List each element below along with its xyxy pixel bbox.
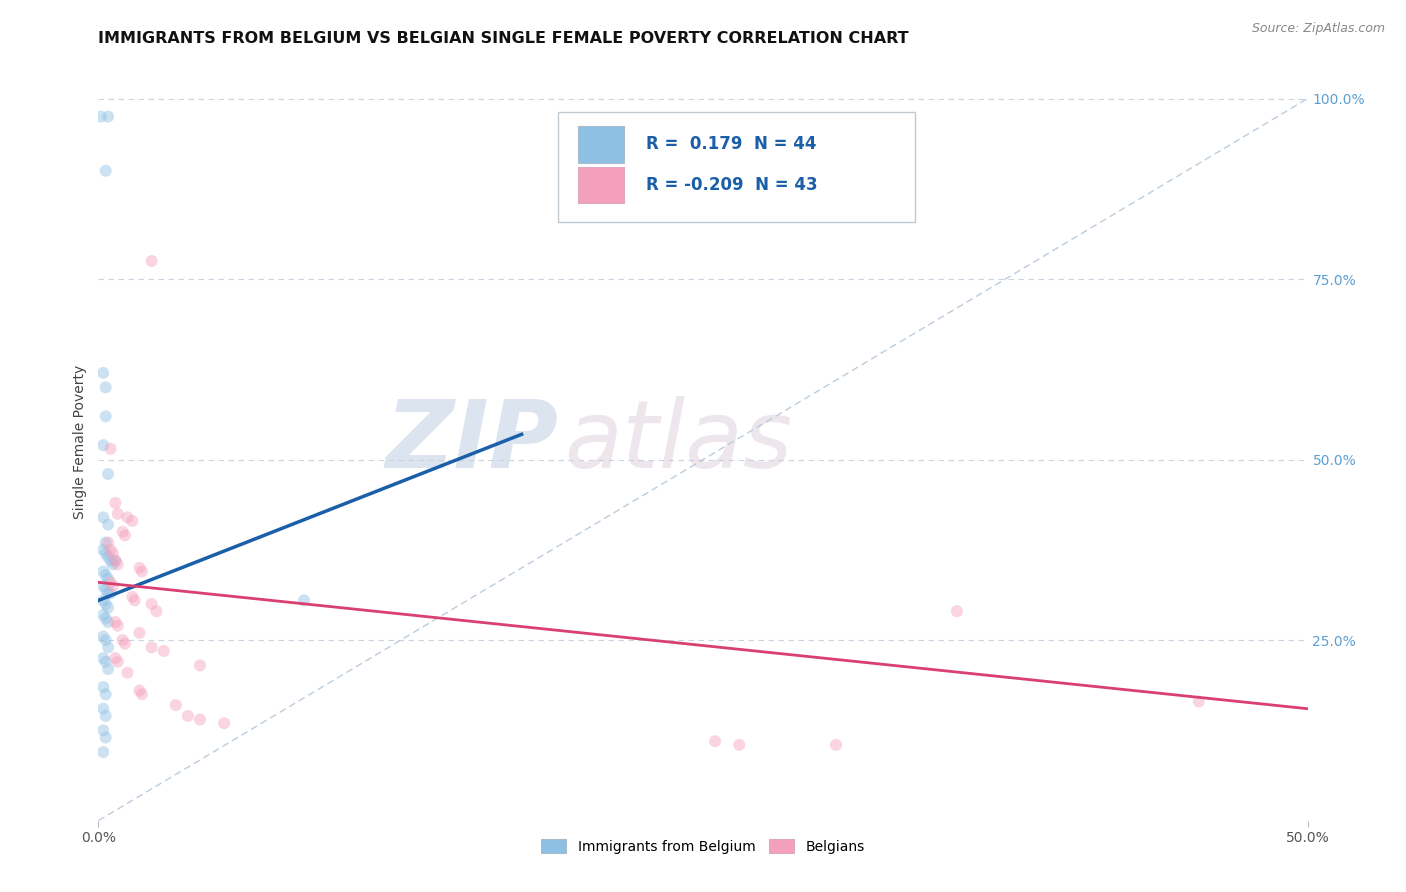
Point bbox=[91, 593, 114, 607]
Point bbox=[145, 604, 167, 618]
Point bbox=[107, 507, 129, 521]
Point bbox=[107, 618, 129, 632]
Point bbox=[188, 713, 211, 727]
Point bbox=[97, 535, 120, 549]
Point bbox=[107, 558, 129, 572]
Point bbox=[704, 734, 727, 748]
Point bbox=[91, 680, 114, 694]
Point bbox=[177, 709, 200, 723]
Point bbox=[94, 380, 117, 394]
Point bbox=[97, 600, 120, 615]
Point bbox=[117, 665, 139, 680]
Point bbox=[111, 524, 134, 539]
Point bbox=[131, 687, 153, 701]
FancyBboxPatch shape bbox=[578, 126, 624, 162]
Y-axis label: Single Female Poverty: Single Female Poverty bbox=[73, 365, 87, 518]
Point bbox=[212, 716, 235, 731]
Point bbox=[141, 597, 163, 611]
Point bbox=[91, 702, 114, 716]
Point bbox=[97, 615, 120, 629]
Point bbox=[114, 637, 136, 651]
Point bbox=[97, 572, 120, 586]
Point bbox=[100, 586, 122, 600]
Point bbox=[121, 590, 143, 604]
Point bbox=[100, 442, 122, 456]
Point bbox=[94, 163, 117, 178]
Point bbox=[728, 738, 751, 752]
Point bbox=[91, 607, 114, 622]
Point bbox=[124, 593, 146, 607]
Point bbox=[128, 683, 150, 698]
Point bbox=[101, 546, 124, 560]
Point bbox=[165, 698, 187, 712]
Point bbox=[97, 110, 120, 124]
Point bbox=[97, 662, 120, 676]
Text: R =  0.179  N = 44: R = 0.179 N = 44 bbox=[647, 136, 817, 153]
Point bbox=[94, 582, 117, 597]
Text: atlas: atlas bbox=[564, 396, 792, 487]
FancyBboxPatch shape bbox=[558, 112, 915, 221]
Point bbox=[111, 633, 134, 648]
Point bbox=[90, 110, 112, 124]
Point bbox=[94, 633, 117, 648]
Point bbox=[101, 558, 124, 572]
Point bbox=[97, 517, 120, 532]
Point bbox=[117, 510, 139, 524]
Text: IMMIGRANTS FROM BELGIUM VS BELGIAN SINGLE FEMALE POVERTY CORRELATION CHART: IMMIGRANTS FROM BELGIUM VS BELGIAN SINGL… bbox=[98, 31, 910, 46]
Point bbox=[104, 554, 127, 568]
Point bbox=[97, 467, 120, 481]
Point bbox=[141, 640, 163, 655]
Point bbox=[94, 546, 117, 560]
Point bbox=[128, 561, 150, 575]
Point bbox=[91, 745, 114, 759]
Point bbox=[292, 593, 315, 607]
Point bbox=[91, 723, 114, 738]
Point bbox=[101, 579, 124, 593]
Point bbox=[94, 611, 117, 625]
Point bbox=[91, 510, 114, 524]
Text: Source: ZipAtlas.com: Source: ZipAtlas.com bbox=[1251, 22, 1385, 36]
Point bbox=[152, 644, 174, 658]
Point bbox=[104, 554, 127, 568]
Point bbox=[94, 409, 117, 424]
Point bbox=[107, 655, 129, 669]
Point bbox=[128, 626, 150, 640]
Point bbox=[100, 575, 122, 590]
Point bbox=[94, 568, 117, 582]
Point bbox=[104, 651, 127, 665]
Text: R = -0.209  N = 43: R = -0.209 N = 43 bbox=[647, 177, 818, 194]
Point bbox=[91, 438, 114, 452]
Point bbox=[91, 630, 114, 644]
Text: ZIP: ZIP bbox=[385, 395, 558, 488]
Point bbox=[94, 687, 117, 701]
Point bbox=[91, 651, 114, 665]
Point bbox=[97, 586, 120, 600]
Point bbox=[97, 640, 120, 655]
Point bbox=[104, 615, 127, 629]
FancyBboxPatch shape bbox=[578, 167, 624, 203]
Point bbox=[104, 496, 127, 510]
Legend: Immigrants from Belgium, Belgians: Immigrants from Belgium, Belgians bbox=[536, 833, 870, 859]
Point bbox=[1188, 694, 1211, 708]
Point bbox=[91, 579, 114, 593]
Point bbox=[94, 597, 117, 611]
Point bbox=[97, 550, 120, 565]
Point bbox=[131, 565, 153, 579]
Point bbox=[94, 535, 117, 549]
Point bbox=[100, 554, 122, 568]
Point bbox=[91, 565, 114, 579]
Point bbox=[91, 542, 114, 557]
Point bbox=[94, 731, 117, 745]
Point bbox=[94, 709, 117, 723]
Point bbox=[114, 528, 136, 542]
Point bbox=[91, 366, 114, 380]
Point bbox=[188, 658, 211, 673]
Point bbox=[100, 542, 122, 557]
Point bbox=[946, 604, 969, 618]
Point bbox=[825, 738, 848, 752]
Point bbox=[94, 655, 117, 669]
Point bbox=[141, 254, 163, 268]
Point bbox=[121, 514, 143, 528]
